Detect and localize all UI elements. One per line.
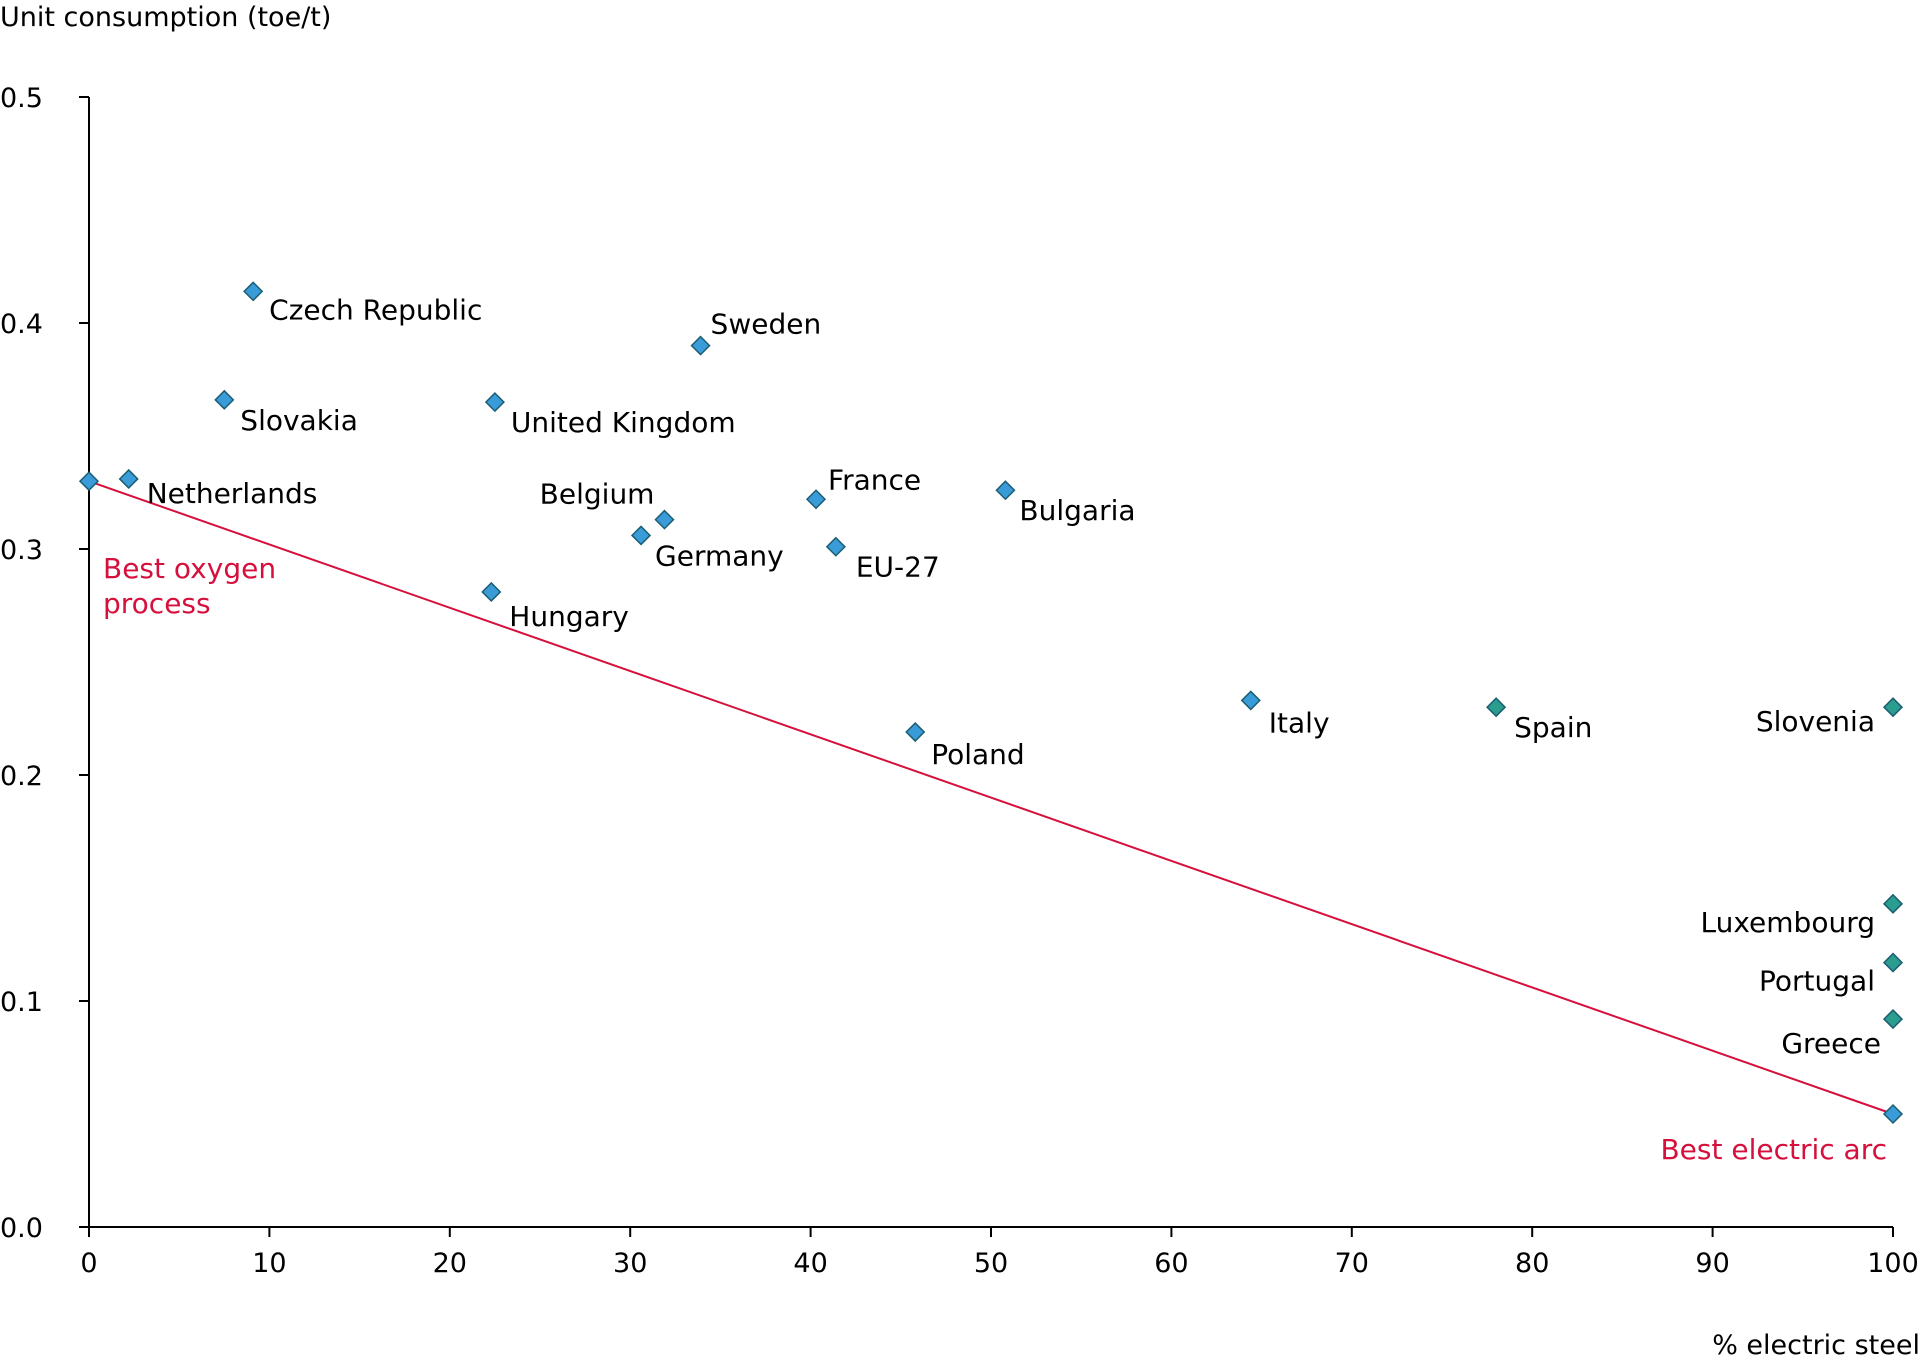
data-point-label: Netherlands xyxy=(147,477,318,510)
x-tick-label: 20 xyxy=(433,1248,467,1279)
data-point-marker xyxy=(995,480,1016,501)
data-point-marker xyxy=(118,468,139,490)
data-point-label: Hungary xyxy=(509,600,629,633)
axes: 0.0 0.1 0.2 0.3 0.4 0.5 0 10 20 30 40 50 60 70 80 90 100 xyxy=(0,83,1919,1279)
x-tick-label: 90 xyxy=(1695,1248,1729,1279)
data-point-label: Slovakia xyxy=(240,404,358,437)
data-point-label: Portugal xyxy=(1759,965,1875,998)
data-point-label: Slovenia xyxy=(1756,705,1875,738)
x-tick-label: 10 xyxy=(252,1248,286,1279)
y-axis-title: Unit consumption (toe/t) xyxy=(0,2,331,33)
annotation-best-electric-arc: Best electric arc xyxy=(1660,1133,1887,1166)
x-tick-label: 30 xyxy=(613,1248,647,1279)
x-tick-label: 50 xyxy=(974,1248,1008,1279)
data-point-marker xyxy=(1882,952,1904,973)
data-point-marker xyxy=(1486,697,1507,718)
data-point-marker xyxy=(1882,1009,1904,1030)
data-point-marker xyxy=(825,536,846,557)
data-point-label: Czech Republic xyxy=(269,293,482,326)
y-tick-label: 0.2 xyxy=(0,761,43,792)
x-tick-label: 40 xyxy=(793,1248,827,1279)
annotation-best-oxygen-line2: process xyxy=(103,587,211,620)
data-point-label: Belgium xyxy=(540,478,655,511)
data-point-marker xyxy=(484,392,505,413)
x-tick-label: 100 xyxy=(1867,1248,1919,1279)
x-tick-label: 0 xyxy=(80,1248,97,1279)
data-point-marker xyxy=(905,721,926,743)
data-point-label: Italy xyxy=(1269,706,1330,739)
data-point-label: France xyxy=(828,463,921,496)
x-tick-label: 70 xyxy=(1335,1248,1369,1279)
data-point-label: Bulgaria xyxy=(1019,494,1135,527)
data-point-label: Greece xyxy=(1781,1027,1881,1060)
point-labels: Netherlands Slovakia Czech Republic Hungary… xyxy=(147,293,1881,1060)
reference-line-group xyxy=(88,480,1894,1115)
annotation-best-oxygen: Best oxygen xyxy=(103,552,276,585)
y-tick-label: 0.5 xyxy=(0,83,43,114)
data-points xyxy=(78,281,1904,1125)
data-point-marker xyxy=(1240,690,1261,711)
data-point-marker xyxy=(243,281,264,302)
data-point-marker xyxy=(690,335,711,356)
data-point-marker xyxy=(1882,893,1904,914)
data-point-label: Sweden xyxy=(711,308,822,341)
data-point-label: Spain xyxy=(1514,711,1592,744)
data-point-marker xyxy=(481,581,502,603)
data-point-marker xyxy=(654,509,675,530)
data-point-marker xyxy=(78,471,100,492)
x-axis-title: % electric steel xyxy=(1712,1330,1920,1361)
data-point-marker xyxy=(1882,697,1904,718)
data-point-label: EU-27 xyxy=(856,551,940,584)
x-tick-label: 80 xyxy=(1515,1248,1549,1279)
data-point-marker xyxy=(630,525,652,546)
data-point-label: United Kingdom xyxy=(511,406,736,439)
data-point-label: Germany xyxy=(655,539,784,572)
best-practice-line xyxy=(88,480,1894,1115)
data-point-marker xyxy=(805,489,827,510)
data-point-marker xyxy=(1882,1103,1904,1125)
y-tick-label: 0.3 xyxy=(0,535,43,566)
y-tick-label: 0.4 xyxy=(0,309,43,340)
y-tick-label: 0.0 xyxy=(0,1213,43,1244)
data-point-label: Luxembourg xyxy=(1700,906,1875,939)
data-point-marker xyxy=(214,389,235,410)
data-point-label: Poland xyxy=(931,738,1024,771)
x-tick-label: 60 xyxy=(1154,1248,1188,1279)
y-tick-label: 0.1 xyxy=(0,987,43,1018)
